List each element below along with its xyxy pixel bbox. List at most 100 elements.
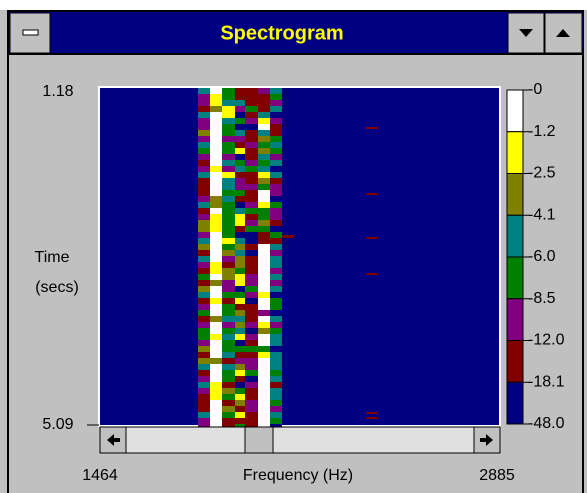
- colorbar-segment: [506, 173, 524, 216]
- spectrogram-cell: [210, 328, 222, 334]
- spectrogram-cell: [258, 292, 270, 298]
- spectrogram-cell: [198, 268, 210, 274]
- spectrogram-cell: [270, 298, 282, 304]
- spectrogram-cell: [210, 304, 222, 310]
- spectrogram-cell: [210, 160, 222, 166]
- system-menu-button[interactable]: [9, 12, 51, 54]
- spectrogram-cell: [270, 214, 282, 220]
- spectrogram-cell: [366, 417, 378, 419]
- spectrogram-cell: [245, 208, 258, 214]
- spectrogram-cell: [222, 208, 235, 214]
- spectrogram-cell: [258, 244, 270, 250]
- spectrogram-cell: [198, 148, 210, 154]
- spectrogram-cell: [235, 418, 245, 424]
- spectrogram-cell: [235, 304, 245, 310]
- spectrogram-cell: [258, 184, 270, 190]
- spectrogram-cell: [222, 94, 235, 100]
- spectrogram-cell: [245, 118, 258, 124]
- spectrogram-cell: [258, 100, 270, 106]
- spectrogram-cell: [222, 340, 235, 346]
- spectrogram-cell: [245, 268, 258, 274]
- spectrogram-cell: [210, 358, 222, 364]
- spectrogram-cell: [198, 310, 210, 316]
- spectrogram-cell: [198, 232, 210, 238]
- spectrogram-cell: [210, 214, 222, 220]
- spectrogram-cell: [245, 310, 258, 316]
- spectrogram-cell: [198, 394, 210, 400]
- spectrogram-cell: [210, 250, 222, 256]
- spectrogram-cell: [258, 154, 270, 160]
- spectrogram-cell: [198, 178, 210, 184]
- spectrogram-cell: [258, 412, 270, 418]
- spectrogram-cell: [222, 328, 235, 334]
- spectrogram-cell: [270, 286, 282, 292]
- spectrogram-cell: [235, 226, 245, 232]
- horizontal-scrollbar[interactable]: [99, 426, 501, 454]
- spectrogram-cell: [245, 136, 258, 142]
- spectrogram-cell: [222, 298, 235, 304]
- spectrogram-cell: [245, 280, 258, 286]
- spectrogram-cell: [235, 196, 245, 202]
- spectrogram-cell: [270, 190, 282, 196]
- spectrogram-cell: [198, 190, 210, 196]
- spectrogram-cell: [198, 130, 210, 136]
- spectrogram-area: [98, 86, 501, 427]
- spectrogram-cell: [222, 172, 235, 178]
- spectrogram-cell: [235, 334, 245, 340]
- colorbar-segment: [506, 381, 524, 425]
- spectrogram-cell: [210, 190, 222, 196]
- spectrogram-cell: [245, 154, 258, 160]
- spectrogram-cell: [210, 292, 222, 298]
- colorbar-segment: [506, 131, 524, 174]
- spectrogram-cell: [222, 412, 235, 418]
- spectrogram-cell: [245, 352, 258, 358]
- spectrogram-cell: [222, 388, 235, 394]
- spectrogram-cell: [245, 256, 258, 262]
- maximize-button[interactable]: [544, 12, 583, 54]
- spectrogram-cell: [198, 238, 210, 244]
- spectrogram-cell: [258, 352, 270, 358]
- spectrogram-cell: [235, 262, 245, 268]
- scroll-thumb[interactable]: [244, 426, 274, 454]
- spectrogram-cell: [198, 328, 210, 334]
- spectrogram-cell: [235, 142, 245, 148]
- spectrogram-cell: [270, 352, 282, 358]
- spectrogram-cell: [222, 190, 235, 196]
- arrow-icon: [480, 434, 493, 446]
- spectrogram-cell: [210, 322, 222, 328]
- spectrogram-cell: [270, 346, 282, 352]
- spectrogram-cell: [245, 178, 258, 184]
- spectrogram-cell: [245, 292, 258, 298]
- spectrogram-cell: [210, 238, 222, 244]
- spectrogram-cell: [222, 292, 235, 298]
- spectrogram-cell: [245, 412, 258, 418]
- spectrogram-cell: [222, 154, 235, 160]
- spectrogram-cell: [258, 316, 270, 322]
- spectrogram-cell: [258, 418, 270, 424]
- spectrogram-cell: [258, 310, 270, 316]
- spectrogram-cell: [245, 238, 258, 244]
- spectrogram-cell: [198, 280, 210, 286]
- spectrogram-cell: [198, 358, 210, 364]
- spectrogram-cell: [198, 166, 210, 172]
- spectrogram-cell: [270, 142, 282, 148]
- spectrogram-cell: [222, 400, 235, 406]
- spectrogram-cell: [210, 262, 222, 268]
- spectrogram-cell: [210, 316, 222, 322]
- spectrogram-cell: [270, 112, 282, 118]
- spectrogram-cell: [210, 376, 222, 382]
- spectrogram-cell: [258, 394, 270, 400]
- spectrogram-cell: [235, 358, 245, 364]
- spectrogram-cell: [222, 274, 235, 280]
- spectrogram-cell: [210, 406, 222, 412]
- spectrogram-cell: [222, 220, 235, 226]
- spectrogram-cell: [270, 340, 282, 346]
- spectrogram-cell: [270, 394, 282, 400]
- x-right-label: 2885: [479, 467, 515, 484]
- spectrogram-cell: [210, 346, 222, 352]
- spectrogram-cell: [245, 106, 258, 112]
- spectrogram-cell: [198, 400, 210, 406]
- x-left-label: 1464: [82, 467, 118, 484]
- minimize-button[interactable]: [507, 12, 545, 54]
- spectrogram-cell: [198, 286, 210, 292]
